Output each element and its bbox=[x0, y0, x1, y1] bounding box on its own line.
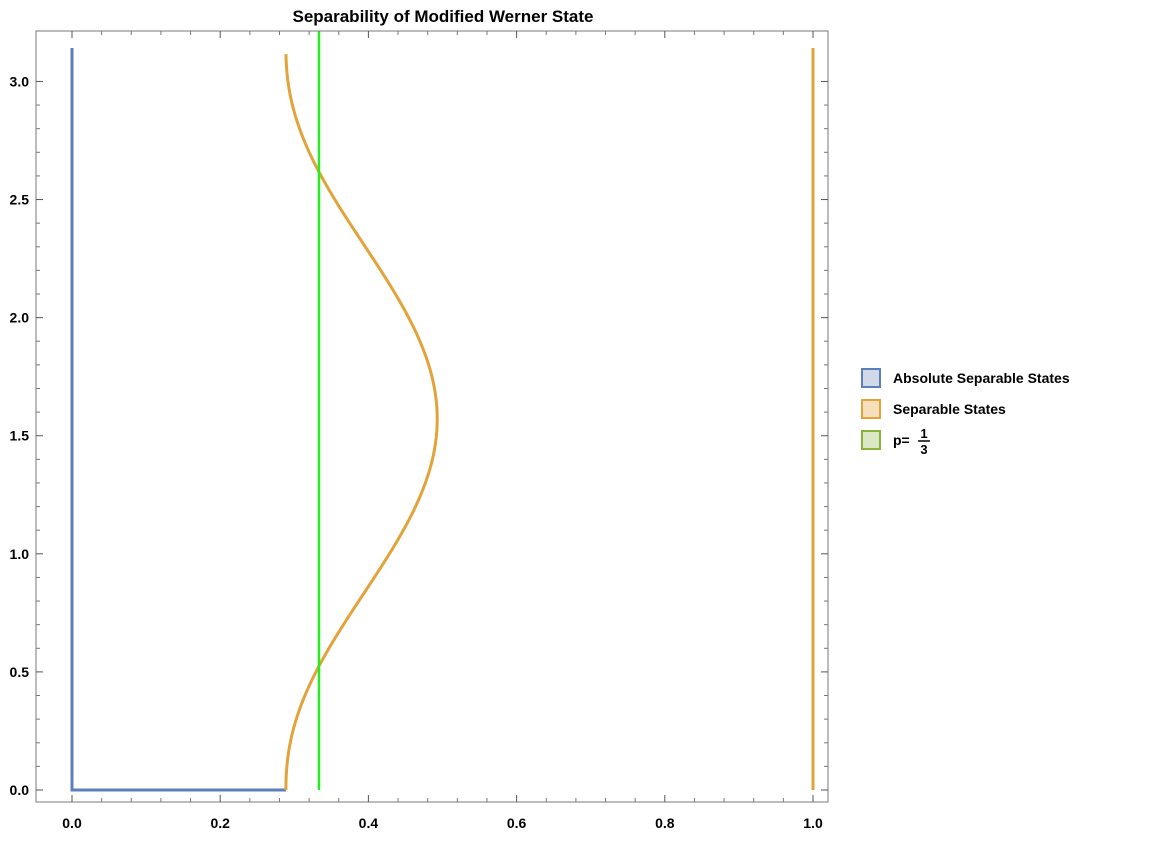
y-tick-label: 2.0 bbox=[10, 310, 30, 326]
legend-swatch bbox=[861, 368, 881, 388]
x-tick-label: 0.4 bbox=[359, 815, 379, 831]
chart-title: Separability of Modified Werner State bbox=[292, 7, 593, 26]
legend-fraction-numerator: 1 bbox=[920, 426, 927, 441]
legend-label: Absolute Separable States bbox=[893, 370, 1070, 386]
legend-label: Separable States bbox=[893, 401, 1006, 417]
separability-boundary-curve bbox=[284, 54, 439, 791]
x-axis: 0.0 0.2 0.4 0.6 0.8 1.0 bbox=[62, 31, 823, 831]
y-tick-label: 0.0 bbox=[10, 782, 30, 798]
y-tick-label: 1.5 bbox=[10, 428, 30, 444]
legend-swatch bbox=[861, 399, 881, 419]
x-tick-label: 0.2 bbox=[210, 815, 230, 831]
absolute-separable-outline bbox=[70, 48, 286, 792]
y-tick-label: 0.5 bbox=[10, 664, 30, 680]
legend: Absolute Separable States Separable State… bbox=[861, 368, 1070, 457]
legend-item-p-one-third: p= 13 bbox=[861, 426, 930, 457]
y-tick-label: 3.0 bbox=[10, 73, 30, 89]
legend-item-separable: Separable States bbox=[861, 399, 1006, 419]
legend-fraction-denominator: 3 bbox=[920, 442, 927, 457]
plot-frame bbox=[35, 30, 829, 803]
legend-label: p= bbox=[893, 432, 910, 448]
plot-regions bbox=[70, 31, 815, 792]
y-tick-label: 2.5 bbox=[10, 192, 30, 208]
legend-swatch bbox=[861, 430, 881, 450]
x-tick-label: 1.0 bbox=[803, 815, 823, 831]
legend-item-absolute-separable: Absolute Separable States bbox=[861, 368, 1070, 388]
y-axis: 0.0 0.5 1.0 1.5 2.0 2.5 3.0 bbox=[10, 73, 828, 798]
y-tick-label: 1.0 bbox=[10, 546, 30, 562]
x-tick-label: 0.8 bbox=[655, 815, 675, 831]
x-tick-label: 0.6 bbox=[507, 815, 527, 831]
plot-border bbox=[35, 30, 829, 803]
x-tick-label: 0.0 bbox=[62, 815, 82, 831]
